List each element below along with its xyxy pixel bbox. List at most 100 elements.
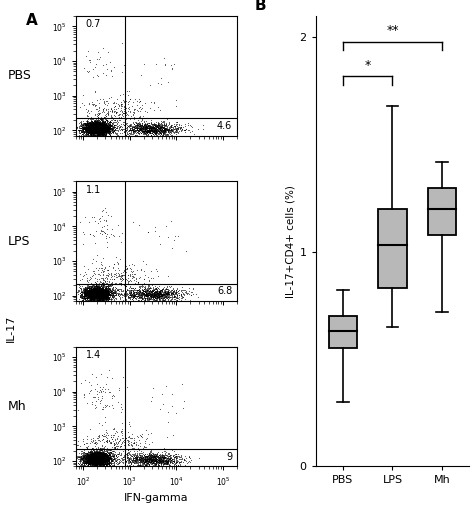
Point [160,292,167,301]
Point [90,452,97,461]
Point [98,123,105,132]
Point [87,437,95,445]
Point [91,131,99,140]
Point [83,453,91,461]
Point [173,453,181,461]
Point [91,450,99,459]
Point [82,287,90,295]
Point [95,284,102,293]
Point [137,453,145,461]
Point [87,287,95,296]
Point [92,449,100,457]
Point [156,455,164,463]
Point [94,131,101,140]
Point [96,287,103,296]
Point [89,289,96,297]
Point [86,452,94,460]
Point [88,293,95,301]
Point [99,284,107,293]
Point [112,284,119,292]
Point [158,286,166,295]
Point [92,285,100,294]
Point [93,287,101,295]
Point [90,456,97,464]
Point [101,289,109,298]
Point [87,123,95,131]
Point [82,124,90,132]
Point [103,448,110,457]
Point [77,285,85,294]
Point [126,108,134,116]
Point [146,450,154,459]
Point [96,121,103,129]
Point [100,293,108,301]
Point [93,452,100,460]
Point [84,129,91,138]
Point [97,284,105,293]
Point [131,457,138,465]
Point [88,452,96,460]
Point [100,293,107,301]
Point [93,290,100,299]
Point [155,456,163,464]
Point [140,451,148,460]
Point [95,292,102,301]
Point [132,123,139,132]
Point [92,122,100,131]
Point [103,447,111,455]
Point [89,293,96,301]
Point [164,293,172,302]
Point [84,287,92,295]
Point [141,131,148,140]
Point [89,285,97,294]
Point [95,288,103,296]
Point [102,123,109,131]
Point [171,292,178,301]
Point [89,459,96,467]
Point [173,123,181,132]
Point [132,131,139,140]
Point [78,128,85,137]
Point [96,455,104,464]
Point [91,292,99,300]
Point [102,286,110,294]
Point [96,452,104,460]
Point [144,119,151,128]
Point [106,124,114,132]
Point [91,125,99,133]
Point [96,462,104,470]
Point [99,451,107,460]
Point [95,457,103,465]
Point [108,125,115,134]
Point [88,98,95,107]
Point [86,454,93,462]
Point [139,126,146,134]
Point [136,461,144,469]
Point [92,462,100,471]
Point [145,286,153,295]
Point [162,284,169,293]
Point [77,127,84,135]
Point [118,449,125,458]
Point [90,125,97,133]
Point [83,294,91,302]
Point [120,128,128,136]
Point [92,462,100,471]
Point [103,452,111,461]
Point [77,123,85,132]
Point [72,288,80,296]
Point [102,128,110,136]
Point [164,455,172,464]
Point [82,449,89,457]
Point [99,282,107,290]
Point [112,457,120,465]
Point [99,288,107,297]
Point [101,285,109,294]
Point [82,118,90,127]
Point [145,126,153,135]
Point [81,131,89,140]
Point [172,450,180,458]
Point [78,289,85,298]
Point [108,450,116,458]
Point [132,456,139,464]
